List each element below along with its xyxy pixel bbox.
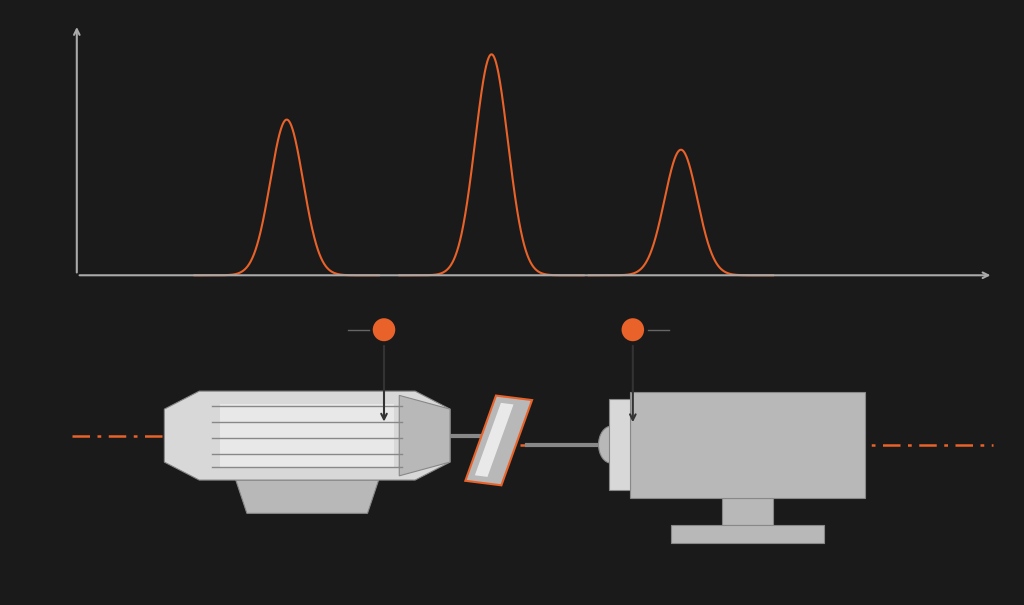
Polygon shape xyxy=(164,391,451,480)
Ellipse shape xyxy=(373,318,395,341)
Polygon shape xyxy=(465,396,532,485)
Polygon shape xyxy=(630,392,865,497)
Polygon shape xyxy=(609,399,630,490)
Polygon shape xyxy=(399,396,451,476)
Polygon shape xyxy=(671,525,824,543)
Polygon shape xyxy=(220,404,394,467)
Polygon shape xyxy=(475,403,513,477)
Polygon shape xyxy=(722,497,773,525)
Polygon shape xyxy=(236,480,379,513)
Ellipse shape xyxy=(622,318,644,341)
Ellipse shape xyxy=(598,426,624,463)
